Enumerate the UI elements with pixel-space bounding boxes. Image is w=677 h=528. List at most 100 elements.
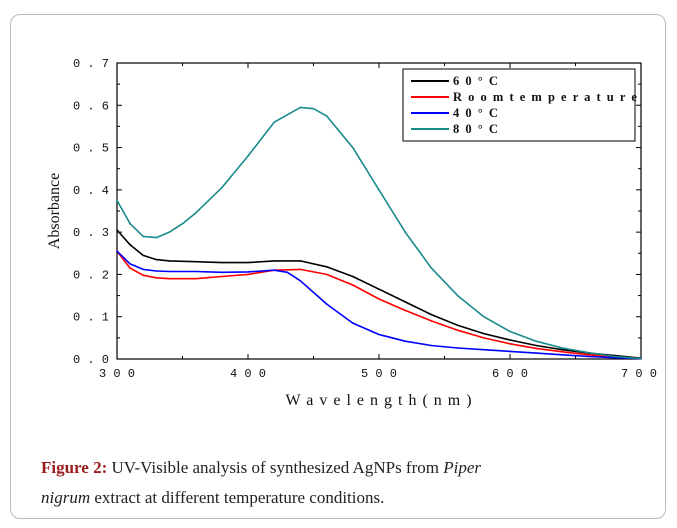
caption-italic-1: Piper	[443, 458, 482, 477]
data-point	[247, 273, 249, 276]
data-point	[194, 260, 197, 263]
y-axis-title: Absorbance	[46, 173, 63, 249]
series-line-3	[116, 250, 642, 360]
data-point	[587, 354, 590, 356]
data-point	[378, 189, 380, 191]
x-tick-label: 6 0 0	[492, 367, 528, 381]
data-point	[325, 266, 328, 268]
data-point	[247, 155, 249, 157]
data-point	[378, 288, 380, 291]
data-point	[404, 231, 407, 233]
data-point	[142, 254, 144, 257]
data-point	[587, 355, 590, 358]
data-point	[509, 330, 511, 333]
chart: 0 . 0 0 . 1 0 . 2 0 . 3 0 . 4 0 . 5 0 . 6 0 . 7…	[46, 57, 657, 409]
data-point	[247, 261, 249, 264]
data-point	[430, 344, 433, 347]
data-point	[129, 267, 131, 269]
y-tick-label: 0 . 3	[73, 226, 109, 240]
legend-box	[402, 68, 636, 142]
caption-italic-2: nigrum	[41, 488, 91, 507]
data-point	[456, 347, 459, 349]
y-tick-label: 0 . 4	[73, 184, 109, 198]
data-point	[168, 277, 171, 280]
data-point	[273, 260, 276, 262]
data-point	[325, 303, 328, 305]
data-point	[352, 146, 354, 149]
series-line-4	[116, 106, 642, 360]
series-line-2	[116, 250, 642, 360]
data-point	[142, 235, 144, 238]
data-point	[142, 268, 144, 271]
data-point	[299, 260, 302, 262]
data-point	[116, 229, 118, 231]
data-point	[155, 258, 158, 261]
caption-text-2: extract at different temperature conditi…	[90, 488, 385, 507]
y-tick-label: 0 . 7	[73, 57, 109, 71]
data-point	[404, 309, 407, 312]
data-point	[286, 271, 289, 274]
data-point	[194, 270, 197, 273]
y-tick-label: 0 . 6	[73, 99, 109, 113]
legend: 6 0 ° C R o o m t e m p e r a t u r e 4 0 …	[402, 68, 638, 142]
data-point	[483, 315, 485, 318]
data-point	[430, 267, 433, 269]
y-tick-label: 0 . 1	[73, 311, 109, 325]
legend-label: R o o m t e m p e r a t u r e	[453, 90, 638, 104]
data-point	[352, 275, 354, 278]
data-point	[129, 244, 131, 246]
x-tick-label: 5 0 0	[361, 367, 397, 381]
data-point	[404, 301, 407, 303]
data-point	[456, 324, 459, 327]
x-tick-label: 4 0 0	[230, 367, 266, 381]
data-point	[535, 344, 537, 347]
data-point	[561, 354, 564, 356]
x-tick-label: 3 0 0	[99, 367, 135, 381]
legend-label: 6 0 ° C	[453, 74, 499, 88]
data-point	[194, 212, 197, 214]
data-point	[509, 339, 511, 341]
data-point	[509, 350, 511, 353]
data-point	[221, 186, 223, 189]
data-point	[325, 273, 328, 276]
data-point	[535, 340, 537, 343]
data-point	[273, 269, 276, 271]
data-point	[155, 270, 158, 272]
figure-caption: Figure 2: UV-Visible analysis of synthes…	[41, 453, 651, 513]
legend-label: 8 0 ° C	[453, 122, 499, 136]
data-point	[142, 274, 144, 277]
figure-frame: 0 . 0 0 . 1 0 . 2 0 . 3 0 . 4 0 . 5 0 . 6 0 . 7…	[10, 14, 666, 519]
data-point	[509, 343, 511, 345]
series-lines	[116, 106, 642, 360]
data-point	[378, 298, 380, 300]
data-point	[312, 107, 315, 110]
data-point	[247, 271, 249, 273]
data-point	[221, 275, 223, 278]
data-point	[129, 222, 131, 225]
data-point	[129, 263, 131, 265]
data-point	[535, 347, 537, 350]
data-point	[456, 329, 459, 332]
data-point	[378, 333, 380, 336]
data-point	[430, 313, 433, 316]
data-point	[273, 121, 276, 123]
data-point	[325, 115, 328, 117]
data-point	[221, 261, 223, 264]
y-tick-label: 0 . 2	[73, 268, 109, 282]
data-point	[535, 352, 537, 354]
data-point	[561, 348, 564, 351]
data-point	[483, 337, 485, 339]
data-point	[404, 340, 407, 343]
caption-label: Figure 2:	[41, 458, 108, 477]
data-point	[181, 222, 184, 225]
data-point	[587, 351, 590, 354]
x-axis-title: W a v e l e n g t h ( n m )	[285, 392, 472, 409]
data-point	[483, 332, 485, 335]
data-point	[168, 270, 171, 273]
data-point	[483, 348, 485, 351]
legend-label: 4 0 ° C	[453, 106, 499, 120]
y-tick-label: 0 . 0	[73, 353, 109, 367]
data-point	[155, 236, 158, 239]
data-point	[299, 106, 302, 109]
data-point	[561, 347, 564, 349]
